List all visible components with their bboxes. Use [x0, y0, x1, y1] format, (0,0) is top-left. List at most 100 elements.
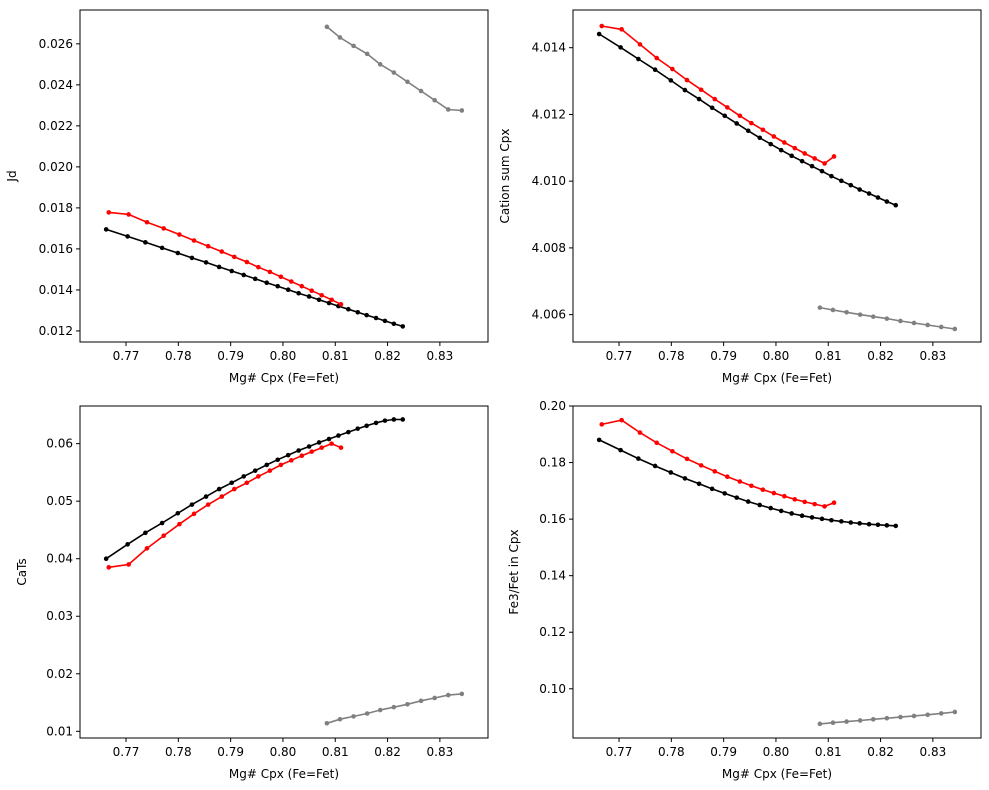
- data-point: [445, 692, 451, 698]
- data-point: [792, 497, 798, 502]
- y-axis-label: Fe3/Fet in Cpx: [507, 529, 521, 614]
- data-point: [709, 486, 715, 492]
- data-point: [400, 324, 406, 329]
- data-point: [712, 96, 718, 102]
- data-point: [219, 494, 225, 499]
- data-point: [355, 309, 361, 315]
- data-point: [857, 312, 863, 317]
- data-point: [326, 300, 332, 306]
- y-tick-label: 0.022: [39, 119, 73, 133]
- x-tick-label: 0.77: [606, 349, 633, 363]
- data-point: [418, 88, 424, 94]
- data-point: [952, 326, 958, 332]
- data-point: [232, 254, 237, 260]
- data-point: [103, 227, 109, 232]
- data-point: [229, 480, 234, 486]
- data-point: [884, 316, 890, 321]
- data-point: [106, 565, 112, 570]
- data-point: [216, 264, 222, 270]
- data-point: [830, 307, 836, 313]
- data-point: [191, 511, 197, 517]
- data-point: [306, 444, 312, 449]
- y-tick-label: 4.006: [532, 308, 566, 322]
- data-point: [191, 238, 197, 243]
- data-point: [771, 134, 777, 139]
- x-tick-label: 0.79: [217, 745, 244, 759]
- data-point: [722, 491, 727, 496]
- data-point: [316, 440, 322, 445]
- data-point: [324, 720, 330, 726]
- data-point: [812, 156, 817, 161]
- subplot-3: 0.77 0.78 0.79 0.80 0.81 0.82 0.83 0.01 0.02 0.03…: [15, 405, 489, 781]
- data-point: [668, 78, 674, 83]
- data-point: [682, 476, 688, 481]
- data-point: [103, 556, 109, 562]
- data-point: [768, 141, 774, 147]
- data-point: [925, 712, 930, 718]
- data-point: [364, 312, 369, 318]
- y-tick-label: 0.20: [539, 399, 566, 413]
- data-point: [309, 449, 315, 454]
- x-tick-label: 0.77: [113, 349, 140, 363]
- data-point: [144, 546, 150, 551]
- data-point: [829, 517, 834, 523]
- x-tick-label: 0.82: [867, 349, 894, 363]
- data-point: [654, 55, 659, 61]
- y-tick-label: 0.04: [46, 552, 73, 566]
- data-point: [652, 463, 658, 469]
- data-point: [684, 456, 690, 462]
- data-point: [866, 191, 872, 196]
- data-point: [299, 453, 305, 459]
- data-point: [391, 321, 397, 327]
- axes-frame: [572, 9, 982, 343]
- data-point: [822, 161, 827, 166]
- data-point: [364, 423, 369, 429]
- data-point: [244, 480, 250, 486]
- data-point: [373, 420, 379, 426]
- data-point: [760, 487, 766, 493]
- data-point: [418, 698, 424, 704]
- y-axis-label: CaTs: [15, 558, 29, 585]
- subplot-4: 0.77 0.78 0.79 0.80 0.81 0.82 0.83 0.10 0.12 0.14…: [507, 399, 982, 781]
- data-point: [789, 153, 794, 159]
- data-point: [364, 51, 370, 57]
- data-point: [857, 187, 862, 192]
- data-point: [338, 445, 344, 450]
- axes-frame: [79, 9, 489, 343]
- data-point: [364, 711, 370, 716]
- data-point: [205, 243, 211, 249]
- data-point: [737, 479, 743, 484]
- data-point: [911, 713, 917, 719]
- data-point: [778, 508, 784, 514]
- data-point: [264, 280, 270, 286]
- data-point: [898, 714, 903, 720]
- data-point: [285, 287, 291, 293]
- data-point: [737, 113, 743, 119]
- data-point: [289, 279, 294, 284]
- data-point: [143, 240, 148, 245]
- data-point: [875, 195, 881, 200]
- data-point: [373, 315, 379, 321]
- data-point: [749, 483, 754, 489]
- data-point: [126, 562, 131, 567]
- data-point: [757, 135, 763, 141]
- data-point: [749, 120, 754, 126]
- data-point: [106, 210, 112, 215]
- data-point: [189, 255, 195, 261]
- data-point: [351, 714, 356, 719]
- x-tick-label: 0.77: [113, 745, 140, 759]
- data-point: [445, 107, 451, 112]
- data-point: [596, 437, 602, 443]
- data-point: [884, 523, 890, 528]
- x-tick-label: 0.78: [658, 745, 685, 759]
- y-tick-label: 4.012: [532, 107, 566, 121]
- data-point: [618, 45, 623, 50]
- data-point: [599, 422, 605, 427]
- data-point: [459, 691, 465, 697]
- y-tick-label: 0.024: [39, 78, 73, 92]
- data-point: [857, 521, 862, 526]
- y-tick-label: 0.03: [46, 609, 73, 623]
- data-point: [637, 430, 643, 435]
- y-tick-label: 0.05: [46, 494, 73, 508]
